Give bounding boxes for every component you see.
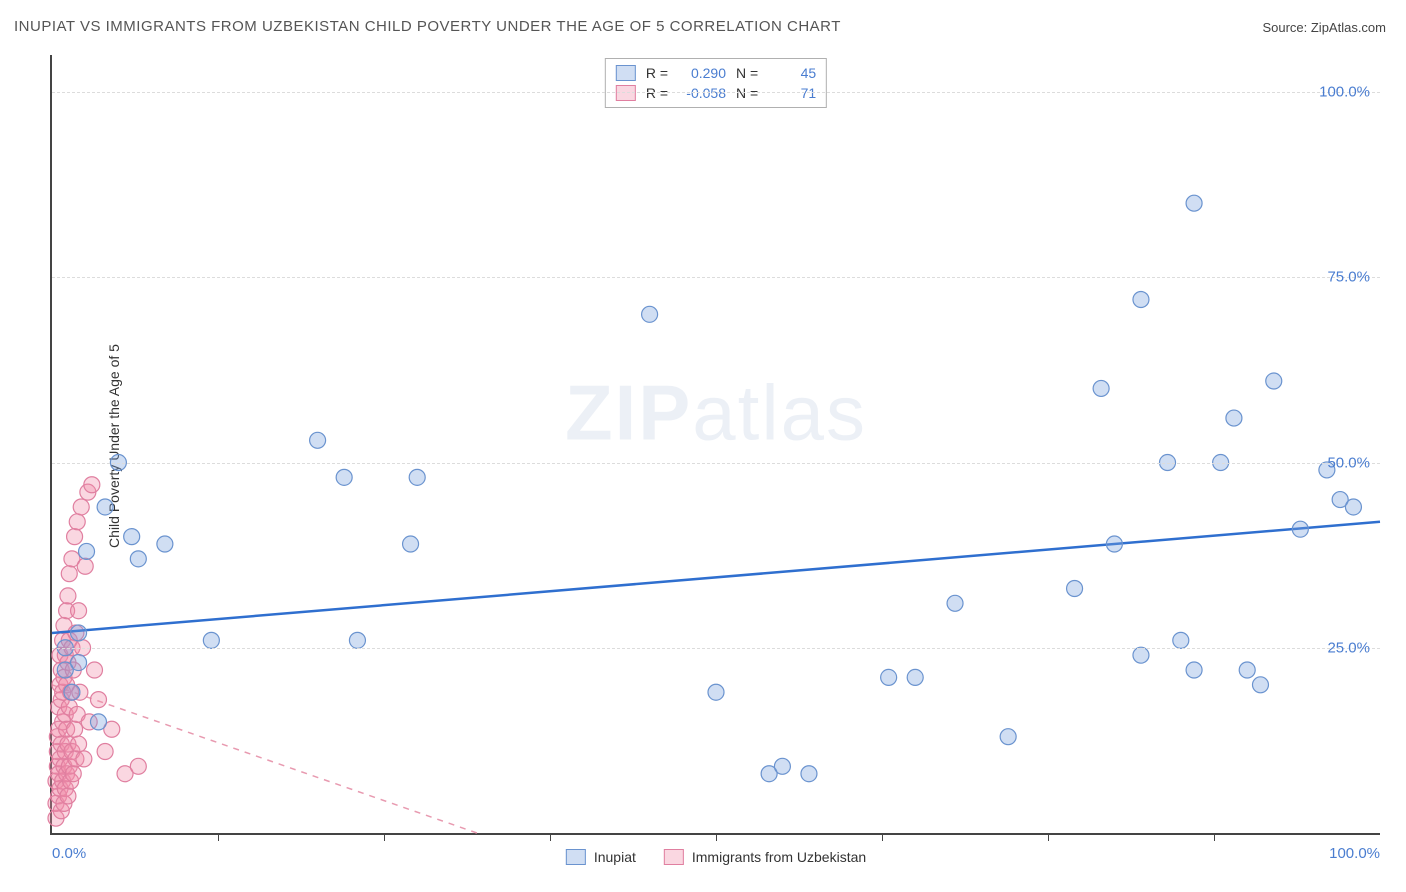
x-tick-label: 0.0% (52, 845, 86, 862)
data-point (403, 536, 419, 552)
data-point (947, 595, 963, 611)
data-point (1186, 195, 1202, 211)
data-point (90, 692, 106, 708)
x-tick-mark (1214, 833, 1215, 841)
x-tick-mark (550, 833, 551, 841)
data-point (349, 632, 365, 648)
data-point (65, 766, 81, 782)
y-tick-label: 75.0% (1327, 269, 1370, 286)
plot-area: ZIPatlas R = 0.290 N = 45 R = -0.058 N =… (50, 55, 1380, 835)
data-point (801, 766, 817, 782)
x-tick-mark (716, 833, 717, 841)
data-point (1292, 521, 1308, 537)
x-tick-mark (218, 833, 219, 841)
data-point (1239, 662, 1255, 678)
data-point (97, 743, 113, 759)
data-point (336, 469, 352, 485)
data-point (71, 736, 87, 752)
data-point (881, 669, 897, 685)
data-point (71, 655, 87, 671)
data-point (67, 529, 83, 545)
data-point (1093, 380, 1109, 396)
data-point (124, 529, 140, 545)
gridline (52, 648, 1380, 649)
trend-line (52, 685, 477, 833)
x-tick-mark (1048, 833, 1049, 841)
data-point (73, 499, 89, 515)
x-tick-mark (882, 833, 883, 841)
data-point (708, 684, 724, 700)
data-point (1252, 677, 1268, 693)
trend-line (52, 522, 1380, 633)
gridline (52, 92, 1380, 93)
data-point (130, 551, 146, 567)
chart-title: INUPIAT VS IMMIGRANTS FROM UZBEKISTAN CH… (14, 18, 841, 35)
source-value: ZipAtlas.com (1311, 20, 1386, 35)
data-point (69, 514, 85, 530)
data-point (1266, 373, 1282, 389)
source-prefix: Source: (1262, 20, 1310, 35)
chart-header: INUPIAT VS IMMIGRANTS FROM UZBEKISTAN CH… (0, 0, 1406, 40)
data-point (77, 558, 93, 574)
gridline (52, 277, 1380, 278)
data-point (61, 566, 77, 582)
data-point (157, 536, 173, 552)
x-tick-label: 100.0% (1329, 845, 1380, 862)
data-point (310, 432, 326, 448)
data-point (1000, 729, 1016, 745)
gridline (52, 463, 1380, 464)
data-point (409, 469, 425, 485)
legend-label: Immigrants from Uzbekistan (692, 849, 866, 865)
data-point (90, 714, 106, 730)
data-point (71, 603, 87, 619)
data-point (1106, 536, 1122, 552)
data-point (1186, 662, 1202, 678)
data-point (64, 684, 80, 700)
data-point (71, 625, 87, 641)
data-point (60, 788, 76, 804)
y-tick-label: 25.0% (1327, 639, 1370, 656)
y-tick-label: 100.0% (1319, 84, 1370, 101)
data-point (130, 758, 146, 774)
data-point (86, 662, 102, 678)
chart-svg (52, 55, 1380, 833)
data-point (1226, 410, 1242, 426)
legend-item-uzbek: Immigrants from Uzbekistan (664, 849, 866, 865)
data-point (642, 306, 658, 322)
data-point (1345, 499, 1361, 515)
data-point (1133, 292, 1149, 308)
x-tick-mark (384, 833, 385, 841)
legend-label: Inupiat (594, 849, 636, 865)
data-point (84, 477, 100, 493)
legend-swatch-uzbek (664, 849, 684, 865)
data-point (203, 632, 219, 648)
legend-item-inupiat: Inupiat (566, 849, 636, 865)
data-point (1067, 580, 1083, 596)
data-point (774, 758, 790, 774)
legend-series: Inupiat Immigrants from Uzbekistan (566, 849, 866, 865)
data-point (1133, 647, 1149, 663)
legend-swatch-inupiat (566, 849, 586, 865)
data-point (79, 543, 95, 559)
y-tick-label: 50.0% (1327, 454, 1370, 471)
data-point (76, 751, 92, 767)
data-point (97, 499, 113, 515)
data-point (60, 588, 76, 604)
data-point (1173, 632, 1189, 648)
source-label: Source: ZipAtlas.com (1262, 20, 1386, 35)
data-point (67, 721, 83, 737)
data-point (907, 669, 923, 685)
